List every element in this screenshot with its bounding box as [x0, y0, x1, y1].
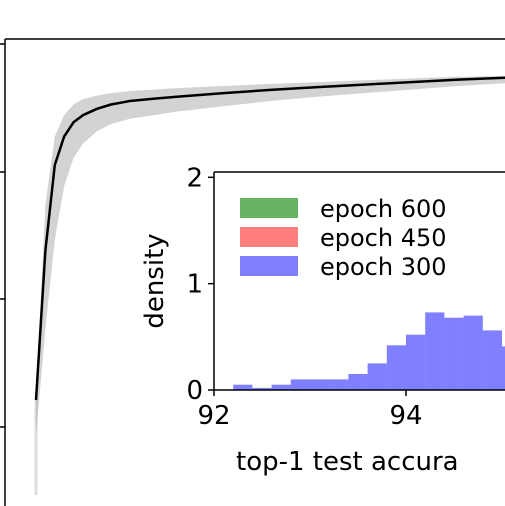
runs-band — [34, 76, 505, 495]
legend-label: epoch 450 — [320, 224, 447, 252]
inset-y-tick-label: 0 — [186, 376, 203, 406]
inset-chart: 012929496 density top-1 test accura epoc… — [140, 163, 505, 506]
legend-label: epoch 300 — [320, 253, 447, 281]
inset-x-tick-label: 92 — [197, 401, 230, 431]
histogram-bar — [502, 346, 505, 390]
inset-x-tick-label: 94 — [389, 401, 422, 431]
inset-xlabel: top-1 test accura — [236, 447, 459, 477]
histogram-bar — [329, 379, 349, 390]
inset-y-tick-label: 2 — [186, 163, 203, 193]
inset-bars — [233, 312, 505, 390]
histogram-bar — [271, 384, 291, 390]
histogram-bar — [348, 374, 368, 390]
histogram-bar — [406, 334, 426, 390]
legend-swatch — [240, 256, 298, 276]
histogram-bar — [310, 379, 330, 390]
histogram-bar — [367, 363, 387, 390]
mean-curve — [34, 76, 505, 401]
histogram-bar — [444, 317, 464, 390]
legend-swatch — [240, 198, 298, 218]
histogram-bar — [482, 330, 502, 390]
runs-band-area — [36, 76, 505, 436]
histogram-bar — [252, 387, 272, 390]
inset-ticks: 012929496 — [186, 163, 422, 431]
histogram-bar — [290, 379, 310, 390]
inset-ylabel: density — [140, 233, 170, 328]
histogram-bar — [233, 384, 253, 390]
histogram-bar — [386, 345, 406, 390]
histogram-bar — [425, 312, 445, 390]
main-chart — [0, 38, 505, 506]
legend-swatch — [240, 227, 298, 247]
histogram-bar — [463, 315, 483, 390]
mean-curve-group — [34, 76, 505, 401]
inset-y-tick-label: 1 — [186, 270, 203, 300]
legend-label: epoch 600 — [320, 195, 447, 223]
